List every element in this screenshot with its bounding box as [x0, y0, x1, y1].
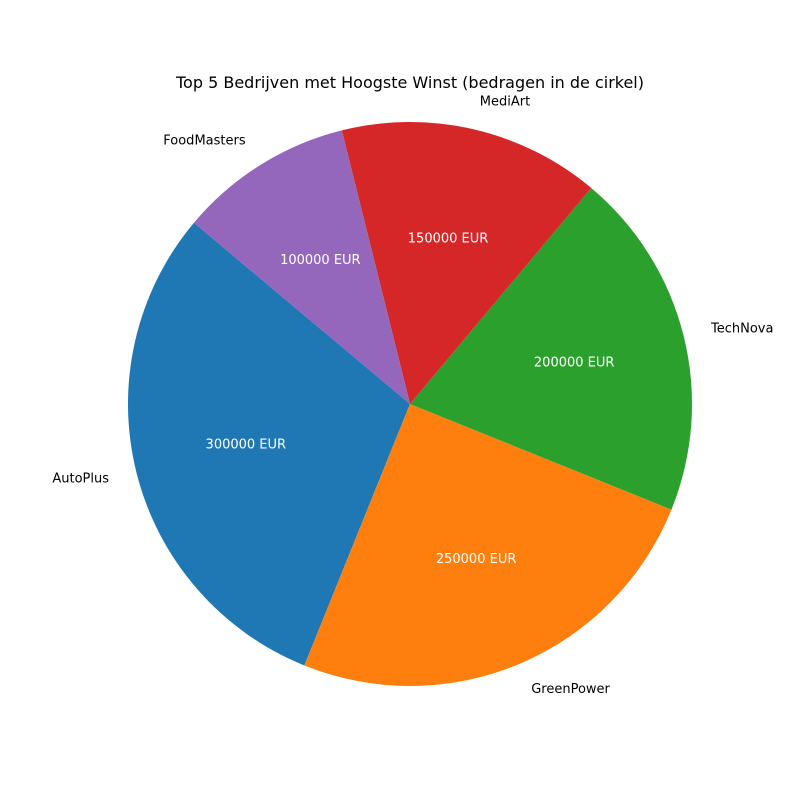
value-label-mediart: 150000 EUR	[408, 232, 489, 247]
slice-label-greenpower: GreenPower	[531, 682, 610, 697]
value-label-greenpower: 250000 EUR	[436, 552, 517, 567]
slice-label-foodmasters: FoodMasters	[163, 133, 246, 148]
pie-slice-greenpower	[304, 404, 672, 686]
chart-title: Top 5 Bedrijven met Hoogste Winst (bedra…	[175, 73, 644, 92]
value-label-autoplus: 300000 EUR	[206, 437, 287, 452]
value-label-technova: 200000 EUR	[534, 356, 615, 371]
slice-label-mediart: MediArt	[480, 94, 530, 109]
slice-label-autoplus: AutoPlus	[52, 472, 109, 487]
pie-slice-mediart	[341, 122, 592, 404]
pie-slice-autoplus	[128, 222, 410, 666]
pie-slice-technova	[410, 187, 692, 510]
slice-label-technova: TechNova	[710, 321, 773, 336]
pie-labels: AutoPlus 300000 EUR GreenPower 250000 EUR Te…	[52, 94, 773, 697]
pie-slices	[128, 122, 692, 686]
pie-slice-foodmasters	[193, 130, 410, 405]
value-label-foodmasters: 100000 EUR	[280, 253, 361, 268]
